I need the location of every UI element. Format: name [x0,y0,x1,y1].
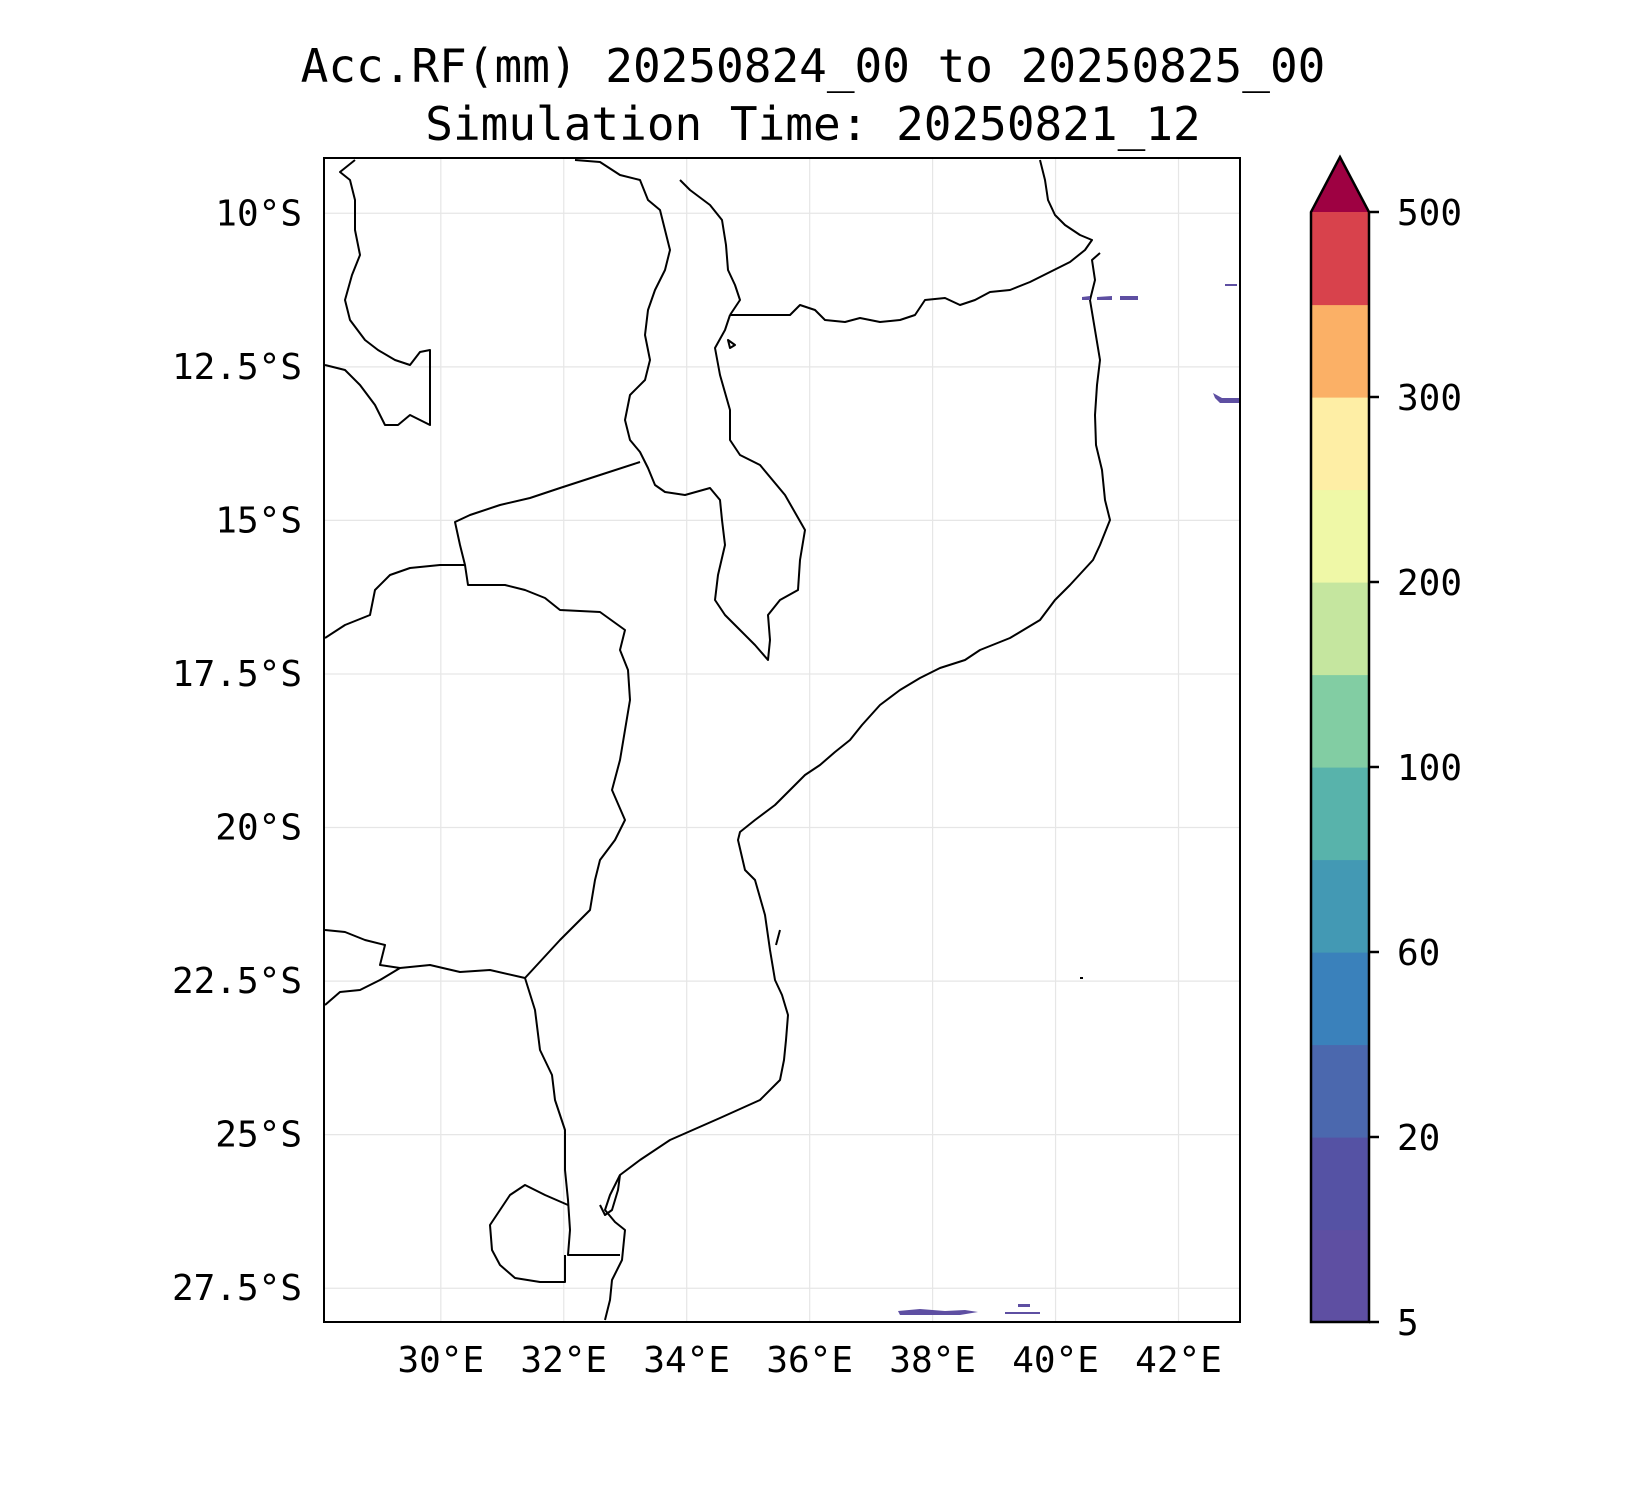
lat-tick-label: 20°S [215,808,302,849]
lat-tick-label: 27.5°S [172,1268,302,1309]
coastline [604,252,1111,1321]
colorbar [1309,154,1371,1324]
border-botswana-zim [324,967,401,1006]
rainfall-patch [1213,393,1240,403]
map-title: Acc.RF(mm) 20250824_00 to 20250825_00 [300,39,1326,93]
lon-tick-label: 30°E [397,1340,484,1381]
colorbar-band [1311,767,1369,861]
colorbar-tick-label: 60 [1397,933,1440,974]
colorbar-tick-label: 100 [1397,748,1462,789]
colorbar-band [1311,859,1369,953]
colorbar-band [1311,674,1369,768]
border-south-africa [324,929,620,1256]
colorbar-band [1311,952,1369,1046]
border-tanzania [730,159,1093,323]
island [727,339,736,349]
colorbar-tick-label: 300 [1397,378,1462,419]
map-frame [323,157,1241,1323]
lon-tick-label: 40°E [1012,1340,1099,1381]
lake-malawi-outline [574,159,806,661]
lat-tick-label: 25°S [215,1115,302,1156]
island [775,929,781,946]
colorbar-band [1311,1137,1369,1231]
lat-tick-label: 12.5°S [172,347,302,388]
mozambique-south-border [599,1174,621,1216]
rainfall-patch [1120,296,1138,300]
lat-tick-label: 15°S [215,500,302,541]
colorbar-extend-triangle [1311,157,1369,212]
latitude-tick-labels: 10°S 12.5°S 15°S 17.5°S 20°S 22.5°S 25°S 27.5°S [172,193,302,1309]
rainfall-patch [1082,296,1090,300]
colorbar-band [1311,212,1369,306]
longitude-tick-labels: 30°E 32°E 34°E 36°E 38°E 40°E 42°E [397,1340,1221,1381]
border-zambia [454,461,641,979]
colorbar-tick-labels: 5 20 60 100 200 300 500 [1369,193,1462,1344]
colorbar-band [1311,582,1369,676]
map-gridlines [324,158,1240,1322]
lat-tick-label: 17.5°S [172,654,302,695]
border-zambia-drc [324,159,431,426]
colorbar-tick-label: 20 [1397,1118,1440,1159]
lon-tick-label: 42°E [1135,1340,1222,1381]
border-tanzania-malawi [679,179,741,316]
lon-tick-label: 36°E [766,1340,853,1381]
rainfall-patches [898,284,1240,1315]
colorbar-band [1311,1229,1369,1323]
rainfall-patch [1018,1304,1030,1307]
colorbar-band [1311,489,1369,583]
colorbar-band [1311,1044,1369,1138]
colorbar-tick-label: 5 [1397,1303,1419,1344]
lon-tick-label: 34°E [643,1340,730,1381]
lat-tick-label: 22.5°S [172,961,302,1002]
border-zambia-zimbabwe [324,564,465,639]
rainfall-patch [898,1309,978,1315]
colorbar-outline [1309,154,1371,1324]
colorbar-band [1311,397,1369,491]
border-eswatini [489,1184,569,1283]
rainfall-patch [1097,296,1112,300]
colorbar-tick-label: 200 [1397,563,1462,604]
lon-tick-label: 32°E [520,1340,607,1381]
lat-tick-label: 10°S [215,193,302,234]
colorbar-band [1311,304,1369,398]
rainfall-patch [1225,284,1237,286]
lon-tick-label: 38°E [889,1340,976,1381]
colorbar-tick-label: 500 [1397,193,1462,234]
map-borders-coastlines [324,159,1111,1321]
rainfall-patch [1005,1312,1040,1314]
map-subtitle: Simulation Time: 20250821_12 [425,97,1201,151]
